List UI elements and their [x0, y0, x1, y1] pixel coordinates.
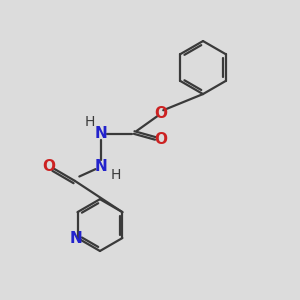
Text: H: H	[111, 168, 121, 182]
Text: N: N	[95, 159, 108, 174]
Text: O: O	[154, 132, 167, 147]
Text: O: O	[42, 159, 55, 174]
Text: H: H	[85, 115, 95, 129]
Text: O: O	[154, 106, 167, 121]
Text: N: N	[70, 230, 83, 245]
Text: N: N	[95, 126, 108, 141]
